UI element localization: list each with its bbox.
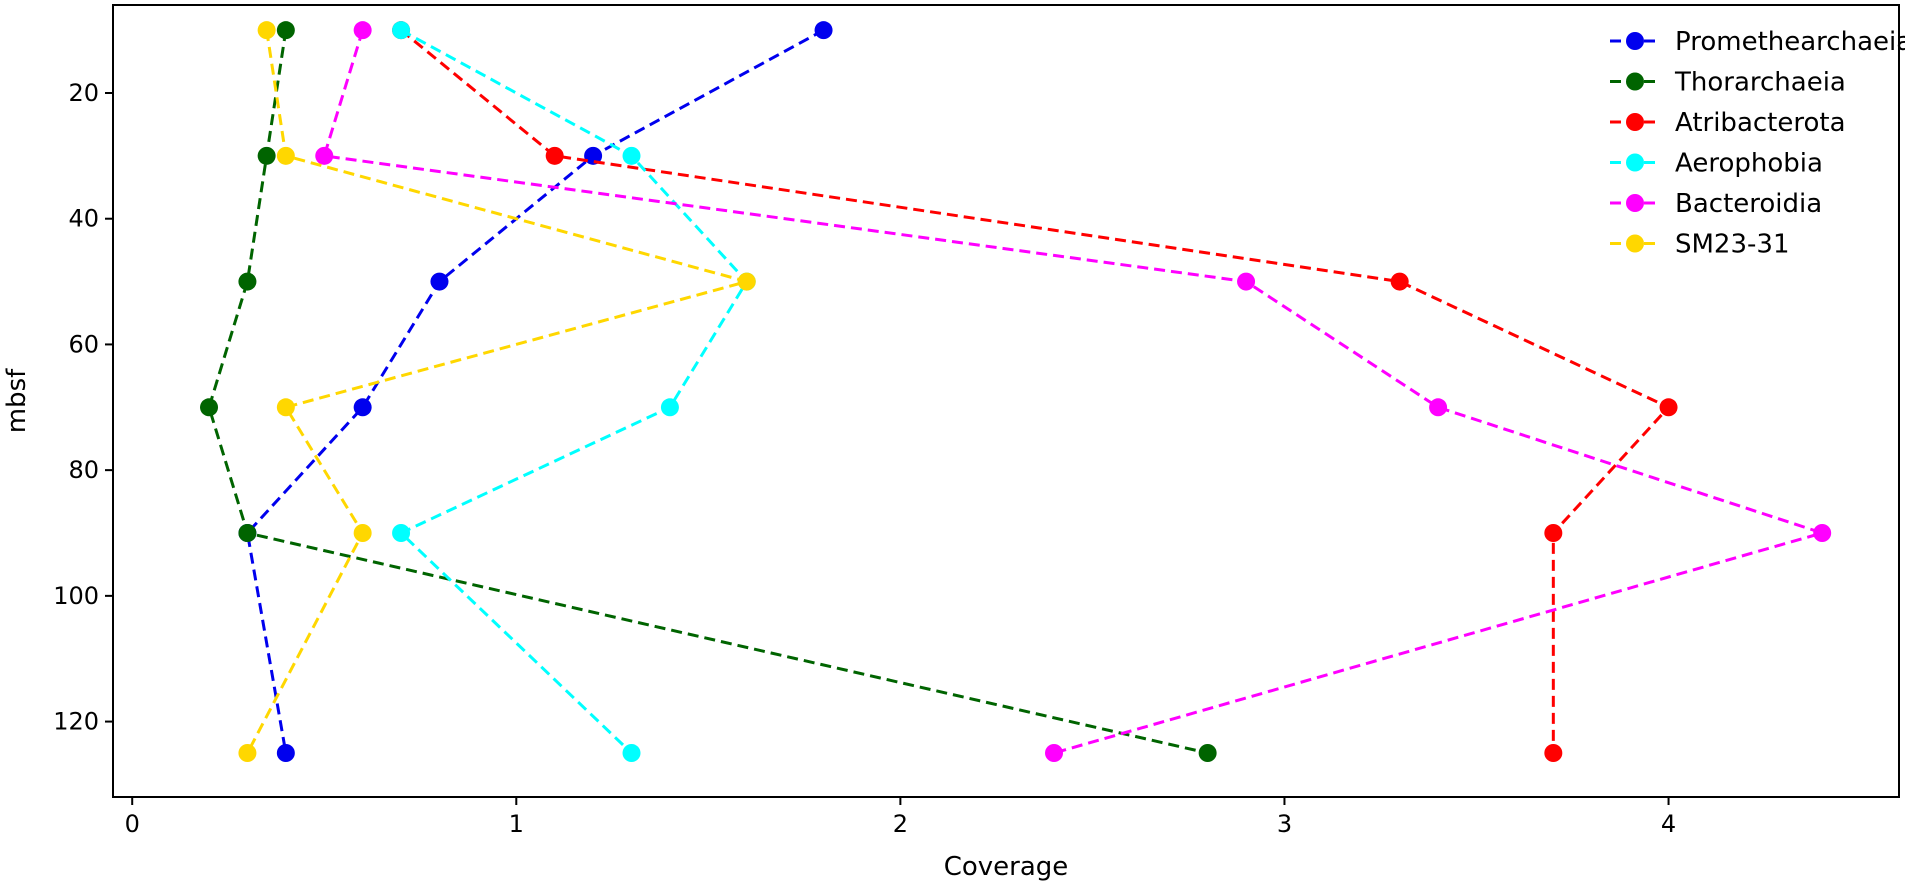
plot-frame bbox=[112, 4, 1900, 798]
data-point-promethearchaeia bbox=[276, 744, 295, 762]
x-axis-label: Coverage bbox=[944, 852, 1069, 882]
legend-label: Thorarchaeia bbox=[1674, 68, 1846, 98]
y-tick-label: 60 bbox=[68, 330, 99, 358]
data-point-bacteroidia bbox=[315, 146, 334, 165]
data-point-sm23-31 bbox=[276, 398, 295, 417]
series-atribacterota bbox=[392, 21, 1678, 762]
x-tick-label: 2 bbox=[893, 810, 908, 838]
legend-label: Aerophobia bbox=[1675, 149, 1823, 179]
y-axis-label: mbsf bbox=[2, 368, 32, 433]
legend-item-atribacterota: Atribacterota bbox=[1610, 108, 1846, 138]
data-point-thorarchaeia bbox=[257, 146, 276, 165]
data-point-bacteroidia bbox=[353, 21, 372, 40]
y-tick-label: 80 bbox=[68, 456, 99, 484]
data-point-sm23-31 bbox=[276, 146, 295, 165]
y-tick-label: 20 bbox=[68, 79, 99, 107]
legend-marker bbox=[1626, 194, 1644, 212]
legend-label: SM23-31 bbox=[1675, 230, 1790, 260]
y-axis: 20 40 60 80 100 120 bbox=[53, 79, 113, 736]
legend-marker bbox=[1626, 234, 1644, 253]
legend-item-promethearchaeia: Promethearchaeia bbox=[1610, 27, 1905, 57]
data-point-sm23-31 bbox=[737, 272, 756, 291]
legend-marker bbox=[1626, 72, 1644, 91]
legend-label: Promethearchaeia bbox=[1675, 27, 1905, 57]
legend-label: Atribacterota bbox=[1675, 108, 1846, 138]
data-point-aerophobia bbox=[392, 524, 411, 542]
series-line-thorarchaeia bbox=[207, 29, 1208, 755]
y-tick-label: 100 bbox=[53, 582, 99, 610]
data-point-bacteroidia bbox=[1813, 524, 1832, 542]
data-point-promethearchaeia bbox=[814, 21, 833, 40]
series-aerophobia bbox=[392, 21, 756, 762]
series-line-atribacterota bbox=[400, 28, 1672, 753]
data-point-thorarchaeia bbox=[1198, 744, 1217, 762]
data-point-promethearchaeia bbox=[584, 146, 603, 165]
series-thorarchaeia bbox=[200, 21, 1217, 762]
legend: Promethearchaeia Thorarchaeia Atribacterot… bbox=[1610, 27, 1905, 260]
data-point-sm23-31 bbox=[238, 744, 257, 762]
legend-marker bbox=[1626, 113, 1644, 131]
data-point-thorarchaeia bbox=[276, 21, 295, 40]
series-bacteroidia bbox=[315, 21, 1832, 762]
legend-marker bbox=[1626, 153, 1644, 172]
data-point-sm23-31 bbox=[353, 524, 372, 542]
data-point-aerophobia bbox=[392, 21, 411, 40]
data-point-atribacterota bbox=[545, 146, 564, 165]
y-tick-label: 120 bbox=[53, 708, 99, 736]
legend-item-sm23-31: SM23-31 bbox=[1610, 230, 1790, 260]
data-point-aerophobia bbox=[660, 398, 679, 417]
series-line-promethearchaeia bbox=[245, 28, 825, 754]
data-point-atribacterota bbox=[1544, 524, 1563, 542]
x-tick-label: 3 bbox=[1277, 810, 1292, 838]
data-point-sm23-31 bbox=[257, 21, 276, 40]
y-tick-label: 40 bbox=[68, 205, 99, 233]
series-layer bbox=[200, 21, 1832, 762]
data-point-atribacterota bbox=[1390, 272, 1409, 291]
data-point-aerophobia bbox=[622, 146, 641, 165]
data-point-atribacterota bbox=[1659, 398, 1678, 417]
data-point-aerophobia bbox=[622, 744, 641, 762]
data-point-promethearchaeia bbox=[430, 272, 449, 291]
data-point-thorarchaeia bbox=[200, 398, 219, 417]
legend-item-aerophobia: Aerophobia bbox=[1610, 149, 1823, 179]
legend-marker bbox=[1626, 32, 1644, 50]
x-tick-label: 1 bbox=[509, 810, 524, 838]
data-point-thorarchaeia bbox=[238, 524, 257, 542]
series-promethearchaeia bbox=[238, 21, 833, 762]
series-line-aerophobia bbox=[398, 28, 749, 755]
data-point-bacteroidia bbox=[1045, 744, 1064, 762]
series-sm23-31 bbox=[238, 21, 756, 762]
x-axis: 0 1 2 3 4 bbox=[125, 797, 1676, 838]
data-point-bacteroidia bbox=[1429, 398, 1448, 417]
data-point-bacteroidia bbox=[1237, 272, 1256, 291]
data-point-atribacterota bbox=[1544, 744, 1563, 762]
legend-item-thorarchaeia: Thorarchaeia bbox=[1610, 68, 1846, 98]
series-line-bacteroidia bbox=[322, 29, 1828, 755]
legend-label: Bacteroidia bbox=[1675, 189, 1822, 219]
data-point-thorarchaeia bbox=[238, 272, 257, 291]
data-point-promethearchaeia bbox=[353, 398, 372, 417]
x-tick-label: 0 bbox=[125, 810, 140, 838]
series-line-sm23-31 bbox=[246, 29, 753, 754]
x-tick-label: 4 bbox=[1661, 810, 1676, 838]
legend-item-bacteroidia: Bacteroidia bbox=[1610, 189, 1822, 219]
